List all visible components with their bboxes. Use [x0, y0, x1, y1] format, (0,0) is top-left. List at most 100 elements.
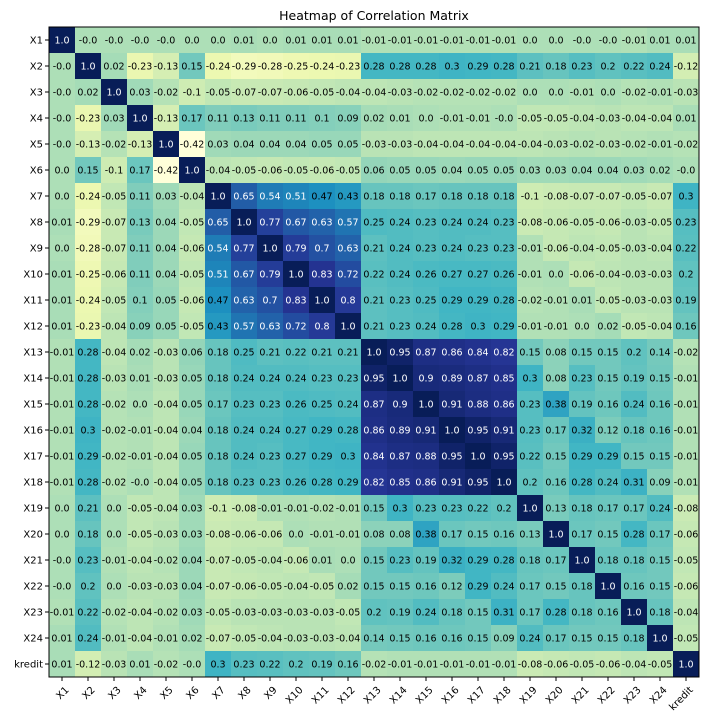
heatmap-cell — [309, 573, 336, 600]
cell-value-label: 0.19 — [415, 556, 436, 567]
heatmap-cell — [595, 469, 622, 496]
cell-value-label: -0.05 — [336, 166, 361, 177]
cell-value-label: 0.17 — [415, 192, 436, 203]
heatmap-cell — [309, 495, 336, 522]
heatmap-cell — [595, 547, 622, 574]
cell-value-label: 0.03 — [207, 140, 228, 151]
heatmap-cell — [647, 235, 674, 262]
heatmap-cell — [101, 53, 128, 80]
cell-value-label: 0.15 — [181, 62, 202, 73]
cell-value-label: 0.09 — [649, 478, 670, 489]
cell-value-label: 0.04 — [597, 166, 618, 177]
heatmap-cell — [465, 651, 492, 678]
heatmap-cell — [205, 469, 232, 496]
cell-value-label: -0.08 — [518, 660, 543, 671]
heatmap-cell — [413, 183, 440, 210]
cell-value-label: 0.25 — [415, 296, 436, 307]
x-tick-label: X3 — [107, 685, 124, 702]
cell-value-label: 0.18 — [597, 556, 618, 567]
heatmap-cell — [543, 391, 570, 418]
heatmap-cell — [647, 651, 674, 678]
heatmap-cell — [673, 521, 700, 548]
heatmap-cell — [49, 547, 76, 574]
cell-value-label: 0.05 — [181, 400, 202, 411]
cell-value-label: -0.05 — [180, 218, 205, 229]
heatmap-cell — [101, 469, 128, 496]
cell-value-label: 0.09 — [337, 114, 358, 125]
heatmap-cell — [205, 365, 232, 392]
heatmap-cell — [101, 313, 128, 340]
heatmap-cell — [595, 27, 622, 54]
cell-value-label: 0.11 — [129, 192, 150, 203]
cell-value-label: -0.04 — [518, 140, 543, 151]
cell-value-label: 0.87 — [467, 374, 488, 385]
cell-value-label: 0.22 — [285, 348, 306, 359]
heatmap-cell — [543, 495, 570, 522]
cell-value-label: -0.03 — [128, 582, 153, 593]
heatmap-cell — [465, 105, 492, 132]
heatmap-cell — [231, 287, 258, 314]
heatmap-cell — [101, 521, 128, 548]
heatmap-cell — [75, 521, 102, 548]
heatmap-cell — [75, 261, 102, 288]
cell-value-label: -0.05 — [284, 166, 309, 177]
heatmap-cell — [387, 495, 414, 522]
heatmap-cell — [387, 287, 414, 314]
heatmap-cell — [75, 235, 102, 262]
heatmap-cell — [387, 417, 414, 444]
y-tick-label: X1 — [30, 36, 43, 47]
cell-value-label: 0.18 — [389, 192, 410, 203]
cell-value-label: -0.01 — [544, 322, 569, 333]
cell-value-label: 0.1 — [314, 114, 329, 125]
cell-value-label: 0.2 — [496, 504, 511, 515]
cell-value-label: 0.29 — [597, 452, 618, 463]
cell-value-label: 0.01 — [285, 36, 306, 47]
cell-value-label: 0.18 — [649, 608, 670, 619]
heatmap-cell — [283, 105, 310, 132]
y-axis: X1 X2 X3 X4 X5 X6 X7 X8 X9 X10 X11 X12 X13 X14 X15 X16 X… — [14, 36, 49, 671]
heatmap-cell — [413, 417, 440, 444]
cell-value-label: 0.05 — [467, 166, 488, 177]
heatmap-cell — [283, 625, 310, 652]
cell-value-label: 0.29 — [467, 62, 488, 73]
heatmap-cell — [49, 339, 76, 366]
cell-value-label: 0.0 — [54, 192, 69, 203]
heatmap-cell — [413, 27, 440, 54]
heatmap-cell — [491, 365, 518, 392]
heatmap-cell — [465, 599, 492, 626]
cell-value-label: -0.01 — [518, 270, 543, 281]
cell-value-label: 0.63 — [259, 322, 280, 333]
heatmap-cell — [413, 573, 440, 600]
heatmap-cell — [673, 443, 700, 470]
heatmap-cell — [439, 339, 466, 366]
heatmap-cell — [517, 105, 544, 132]
cell-value-label: 0.23 — [311, 374, 332, 385]
heatmap-cell — [205, 131, 232, 158]
heatmap-cell — [309, 313, 336, 340]
cell-value-label: 0.15 — [389, 634, 410, 645]
heatmap-cell — [569, 599, 596, 626]
heatmap-cell — [153, 157, 180, 184]
heatmap-cell — [595, 79, 622, 106]
heatmap-cell — [621, 79, 648, 106]
cell-value-label: -0.06 — [674, 582, 699, 593]
heatmap-cell — [153, 495, 180, 522]
heatmap-cell — [673, 573, 700, 600]
cell-value-label: 0.21 — [519, 62, 540, 73]
heatmap-cell — [387, 391, 414, 418]
cell-value-label: 0.23 — [493, 218, 514, 229]
heatmap-cell — [673, 209, 700, 236]
heatmap-cell — [49, 313, 76, 340]
heatmap-cell — [569, 573, 596, 600]
cell-value-label: -0.02 — [466, 88, 491, 99]
heatmap-cell — [569, 261, 596, 288]
heatmap-cell — [465, 495, 492, 522]
cell-value-label: 0.28 — [545, 608, 566, 619]
cell-value-label: 0.29 — [467, 296, 488, 307]
cell-value-label: 0.08 — [545, 348, 566, 359]
heatmap-cell — [153, 651, 180, 678]
y-tick-label: X21 — [23, 556, 43, 567]
heatmap-cell — [283, 651, 310, 678]
heatmap-cell — [439, 313, 466, 340]
heatmap-cell — [517, 79, 544, 106]
